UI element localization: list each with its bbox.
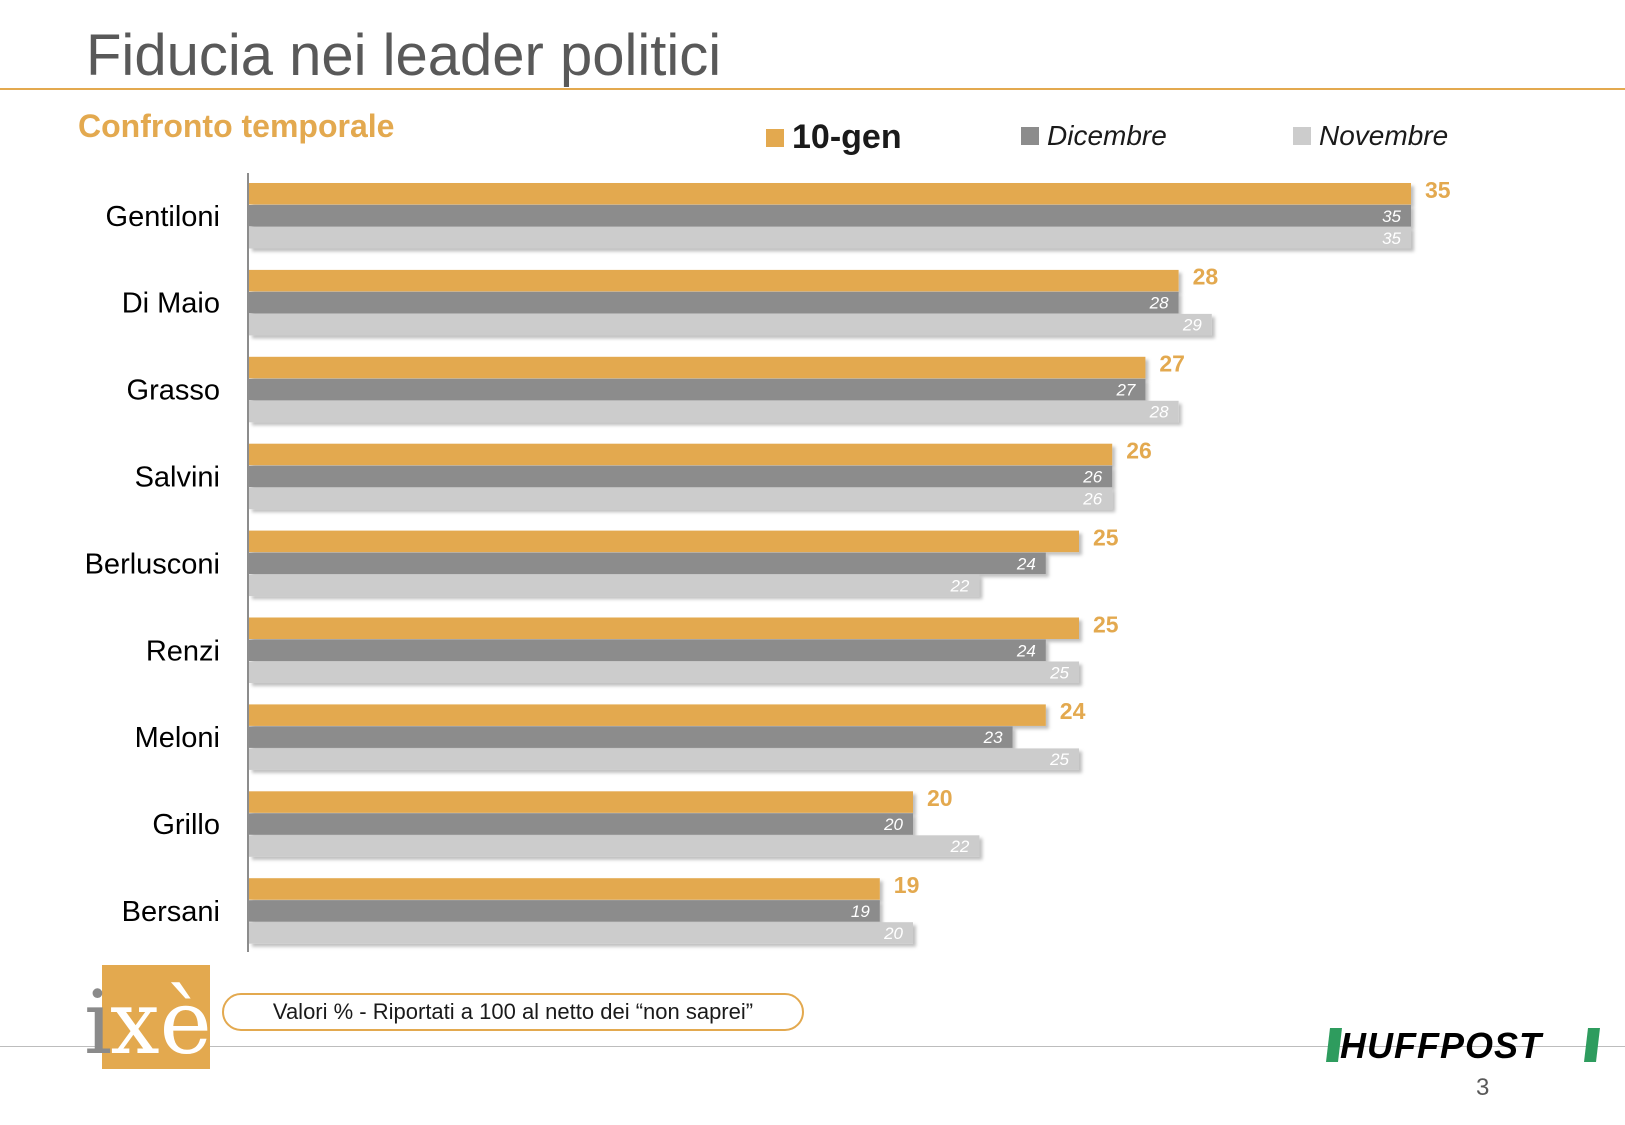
bar	[249, 922, 913, 944]
data-label: 25	[1093, 524, 1119, 550]
bar	[249, 639, 1046, 661]
bar	[249, 835, 980, 857]
data-label: 23	[983, 728, 1003, 747]
bar	[249, 487, 1113, 510]
svg-text:HUFFPOST: HUFFPOST	[1340, 1026, 1544, 1064]
data-label: 26	[1082, 489, 1102, 508]
legend-item-novembre: Novembre	[1293, 120, 1448, 152]
data-label: 24	[1016, 554, 1036, 573]
data-label: 35	[1382, 207, 1401, 226]
data-label: 22	[949, 576, 969, 595]
bar	[249, 552, 1046, 575]
data-label: 26	[1126, 437, 1152, 463]
bar	[249, 726, 1013, 748]
chart-subtitle: Confronto temporale	[78, 108, 395, 144]
legend-item-dicembre: Dicembre	[1021, 120, 1167, 152]
data-label: 28	[1149, 403, 1169, 422]
data-label: 25	[1093, 611, 1119, 637]
bar	[249, 443, 1113, 466]
bar	[249, 530, 1079, 553]
svg-text:xè: xè	[110, 971, 210, 1069]
legend-swatch-novembre	[1293, 127, 1311, 145]
category-label: Grasso	[127, 375, 220, 407]
data-label: 28	[1193, 264, 1219, 290]
legend-swatch-10-gen	[766, 128, 784, 147]
data-label: 19	[851, 902, 870, 921]
bar	[249, 205, 1411, 227]
data-label: 20	[927, 785, 953, 811]
category-label: Salvini	[135, 461, 220, 493]
footer-divider	[0, 1046, 1625, 1047]
category-label: Grillo	[152, 809, 220, 841]
page-title: Fiducia nei leader politici	[86, 23, 722, 88]
data-label: 25	[1049, 750, 1069, 769]
data-label: 26	[1082, 467, 1102, 486]
data-label: 35	[1425, 177, 1451, 203]
bar	[249, 400, 1179, 423]
legend-label-10-gen: 10-gen	[792, 118, 902, 156]
bar	[249, 617, 1079, 639]
data-label: 35	[1382, 229, 1401, 248]
huffpost-logo: HUFFPOST	[1326, 1026, 1600, 1064]
bar	[249, 900, 880, 922]
legend-label-novembre: Novembre	[1319, 120, 1449, 151]
data-label: 20	[883, 815, 903, 834]
bar	[249, 356, 1146, 379]
title-divider	[0, 88, 1625, 90]
data-label: 27	[1115, 381, 1135, 400]
bar	[249, 269, 1179, 292]
bars-group: Gentiloni 35 35 35 Di Maio 28 28 29 Grasso 27 27 28…	[85, 177, 1451, 944]
data-label: 29	[1182, 316, 1202, 335]
bar	[249, 378, 1146, 401]
data-label: 24	[1016, 641, 1036, 660]
note-box: Valori % - Riportati a 100 al netto dei …	[222, 993, 804, 1031]
bar	[249, 183, 1411, 205]
data-label: 20	[883, 924, 903, 943]
category-label: Gentiloni	[106, 201, 220, 233]
data-label: 25	[1049, 663, 1069, 682]
bar	[249, 227, 1411, 249]
category-label: Meloni	[135, 722, 220, 754]
bar	[249, 704, 1046, 726]
bar	[249, 313, 1212, 336]
category-label: Di Maio	[122, 288, 220, 320]
data-label: 19	[894, 872, 920, 898]
ixe-logo: i xè	[84, 965, 210, 1069]
bar	[249, 748, 1079, 770]
data-label: 28	[1149, 294, 1169, 313]
bar	[249, 813, 913, 835]
bar	[249, 465, 1113, 488]
category-label: Berlusconi	[85, 548, 220, 580]
bar	[249, 878, 880, 900]
bar	[249, 574, 980, 597]
category-label: Bersani	[122, 896, 220, 928]
category-label: Renzi	[146, 635, 220, 667]
bar	[249, 291, 1179, 314]
legend-swatch-dicembre	[1021, 127, 1039, 145]
bar	[249, 661, 1079, 683]
data-label: 27	[1159, 351, 1185, 377]
legend-item-10-gen: 10-gen	[766, 118, 902, 157]
legend-label-dicembre: Dicembre	[1047, 120, 1167, 151]
page-number: 3	[1476, 1074, 1490, 1101]
bar	[249, 791, 913, 813]
data-label: 24	[1060, 698, 1086, 724]
svg-text:i: i	[84, 971, 112, 1069]
data-label: 22	[949, 837, 969, 856]
